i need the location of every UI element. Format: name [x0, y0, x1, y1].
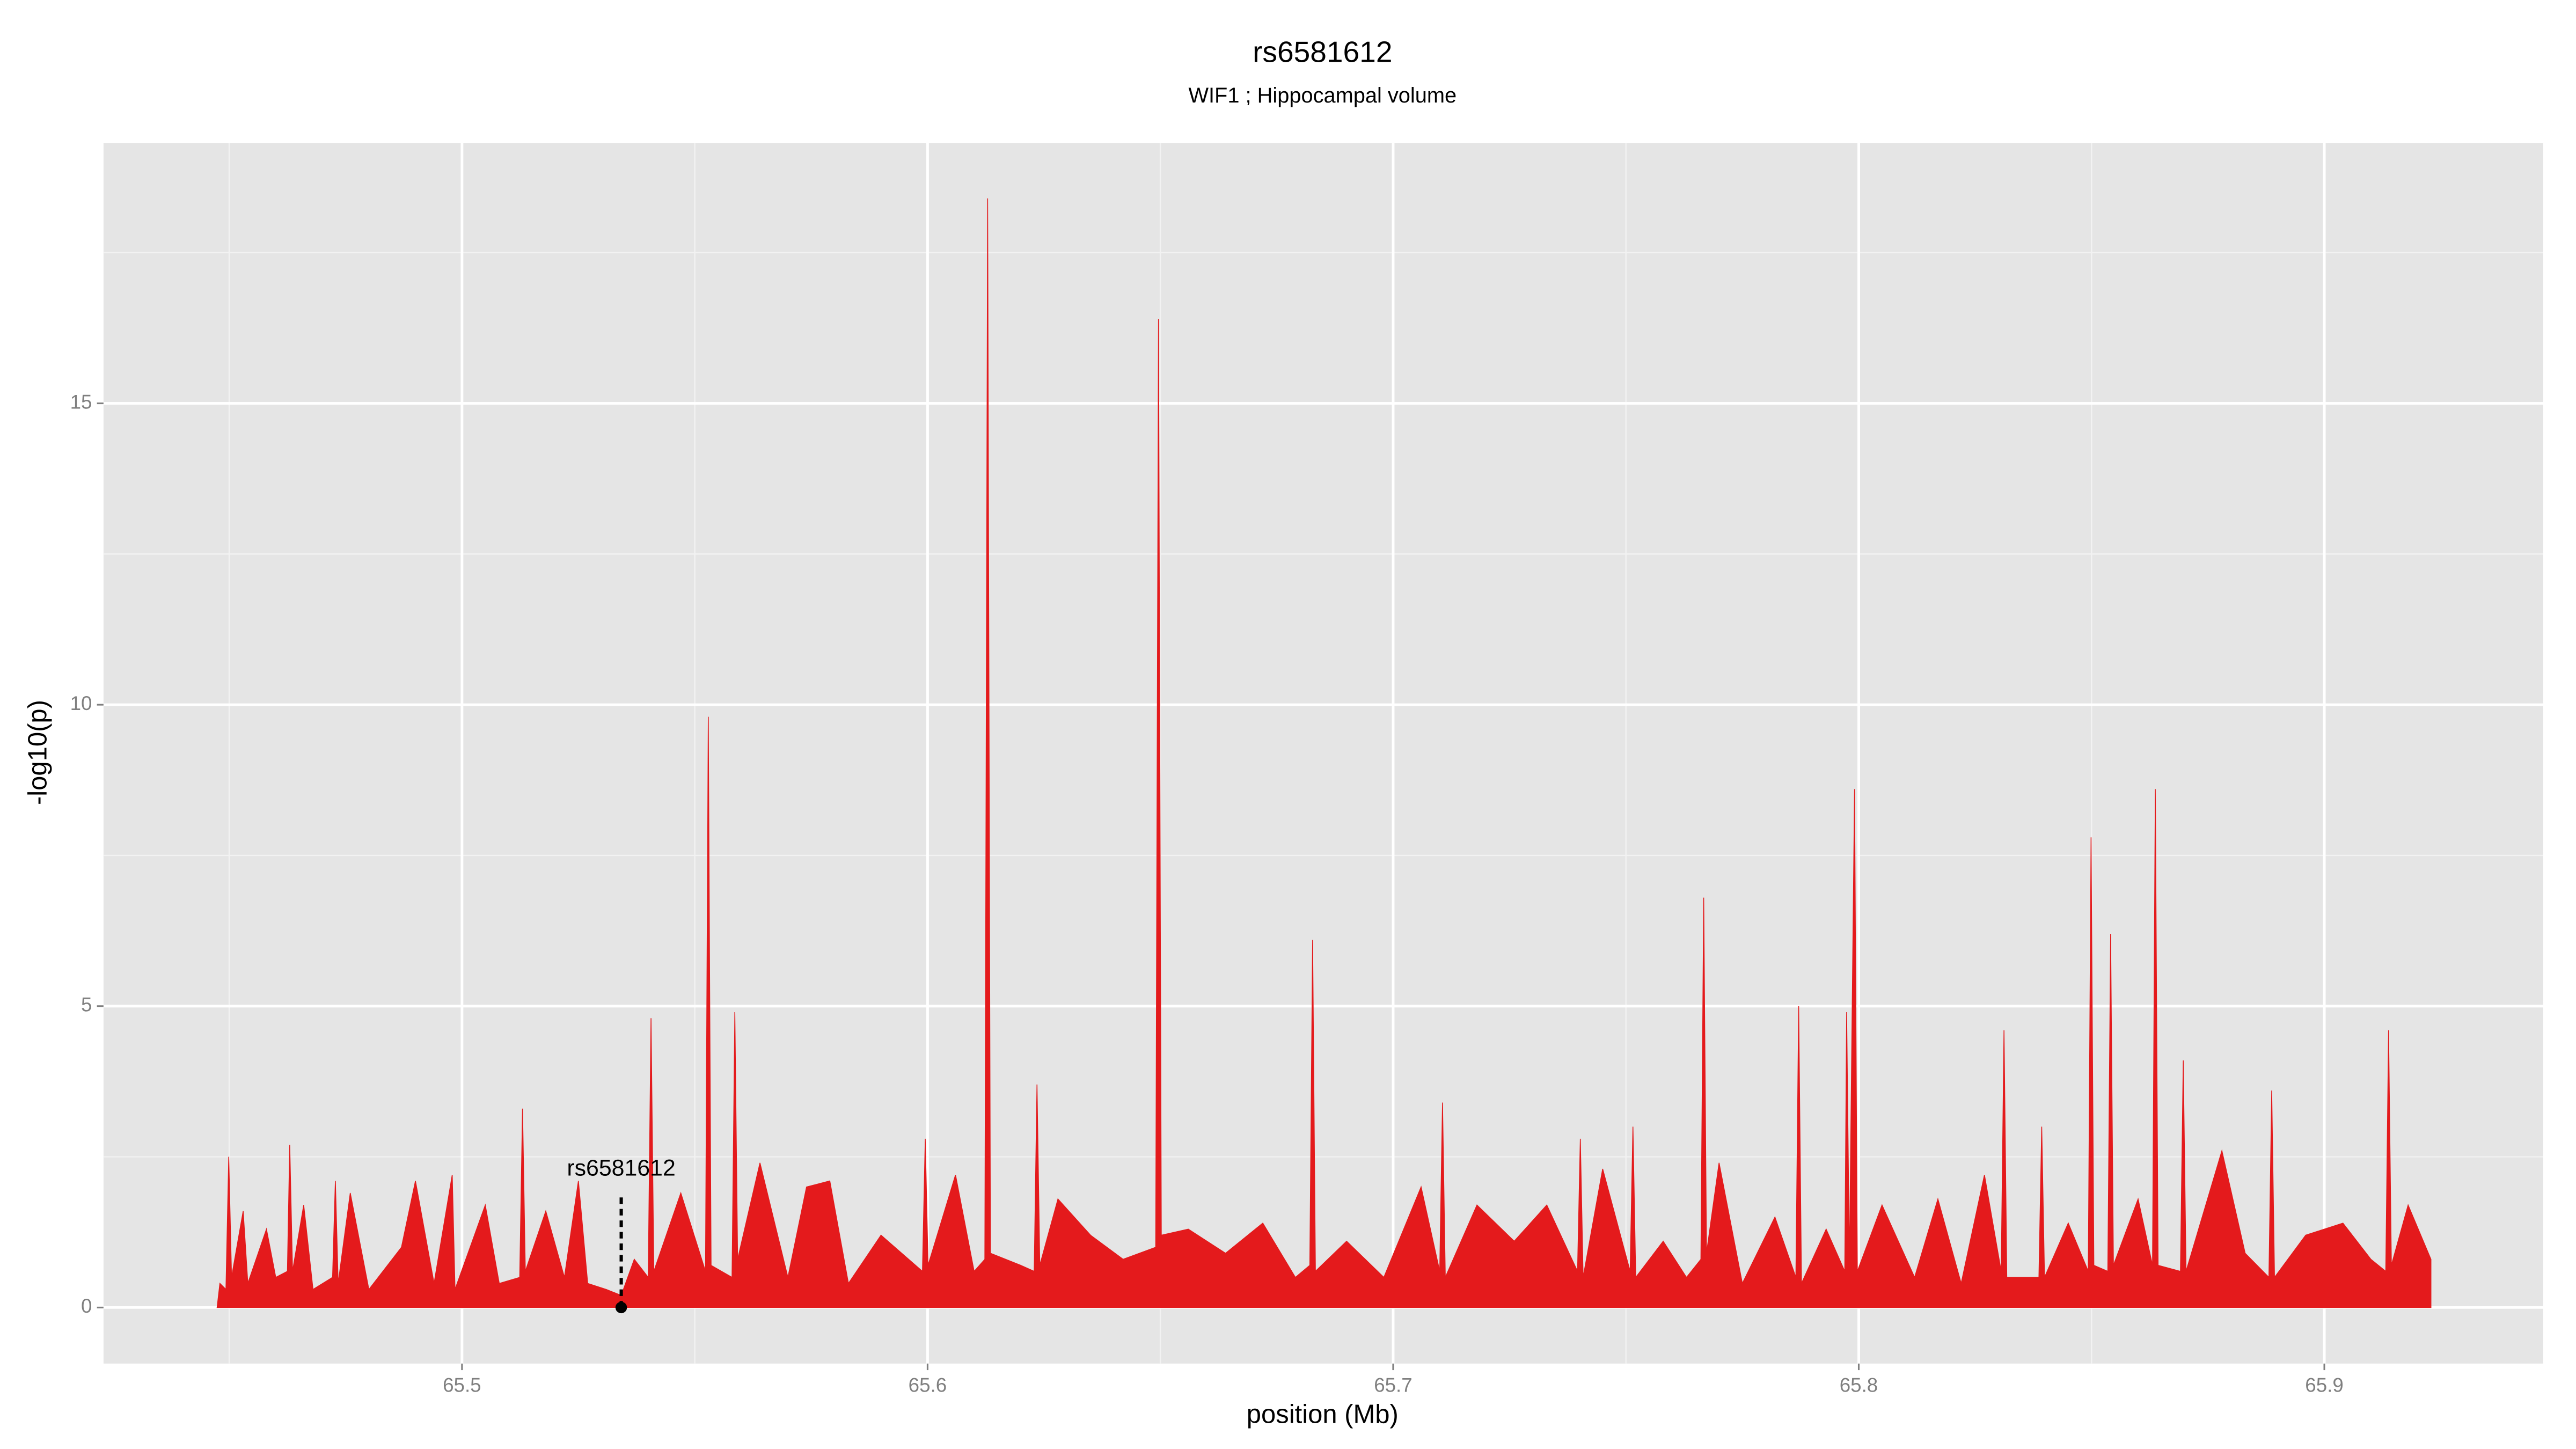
x-tick-label: 65.9: [2305, 1374, 2343, 1396]
y-tick-label: 10: [70, 692, 92, 714]
chart-title: rs6581612: [1253, 35, 1392, 69]
marks: [216, 198, 2432, 1308]
plot-panel: [103, 143, 2543, 1364]
grid: [103, 143, 2543, 1364]
chart-subtitle: WIF1 ; Hippocampal volume: [1188, 84, 1457, 107]
area: [216, 198, 2432, 1308]
annotation-label: rs6581612: [567, 1155, 675, 1181]
x-tick-label: 65.6: [909, 1374, 947, 1396]
x-axis-label: position (Mb): [1247, 1400, 1399, 1429]
y-axis-label: -log10(p): [23, 700, 52, 805]
annotation-point: [615, 1301, 627, 1314]
y-tick-label: 0: [81, 1295, 92, 1317]
y-tick-label: 15: [70, 391, 92, 413]
x-tick-label: 65.5: [443, 1374, 481, 1396]
x-tick-label: 65.8: [1840, 1374, 1878, 1396]
x-tick-label: 65.7: [1374, 1374, 1412, 1396]
y-tick-label: 5: [81, 993, 92, 1015]
